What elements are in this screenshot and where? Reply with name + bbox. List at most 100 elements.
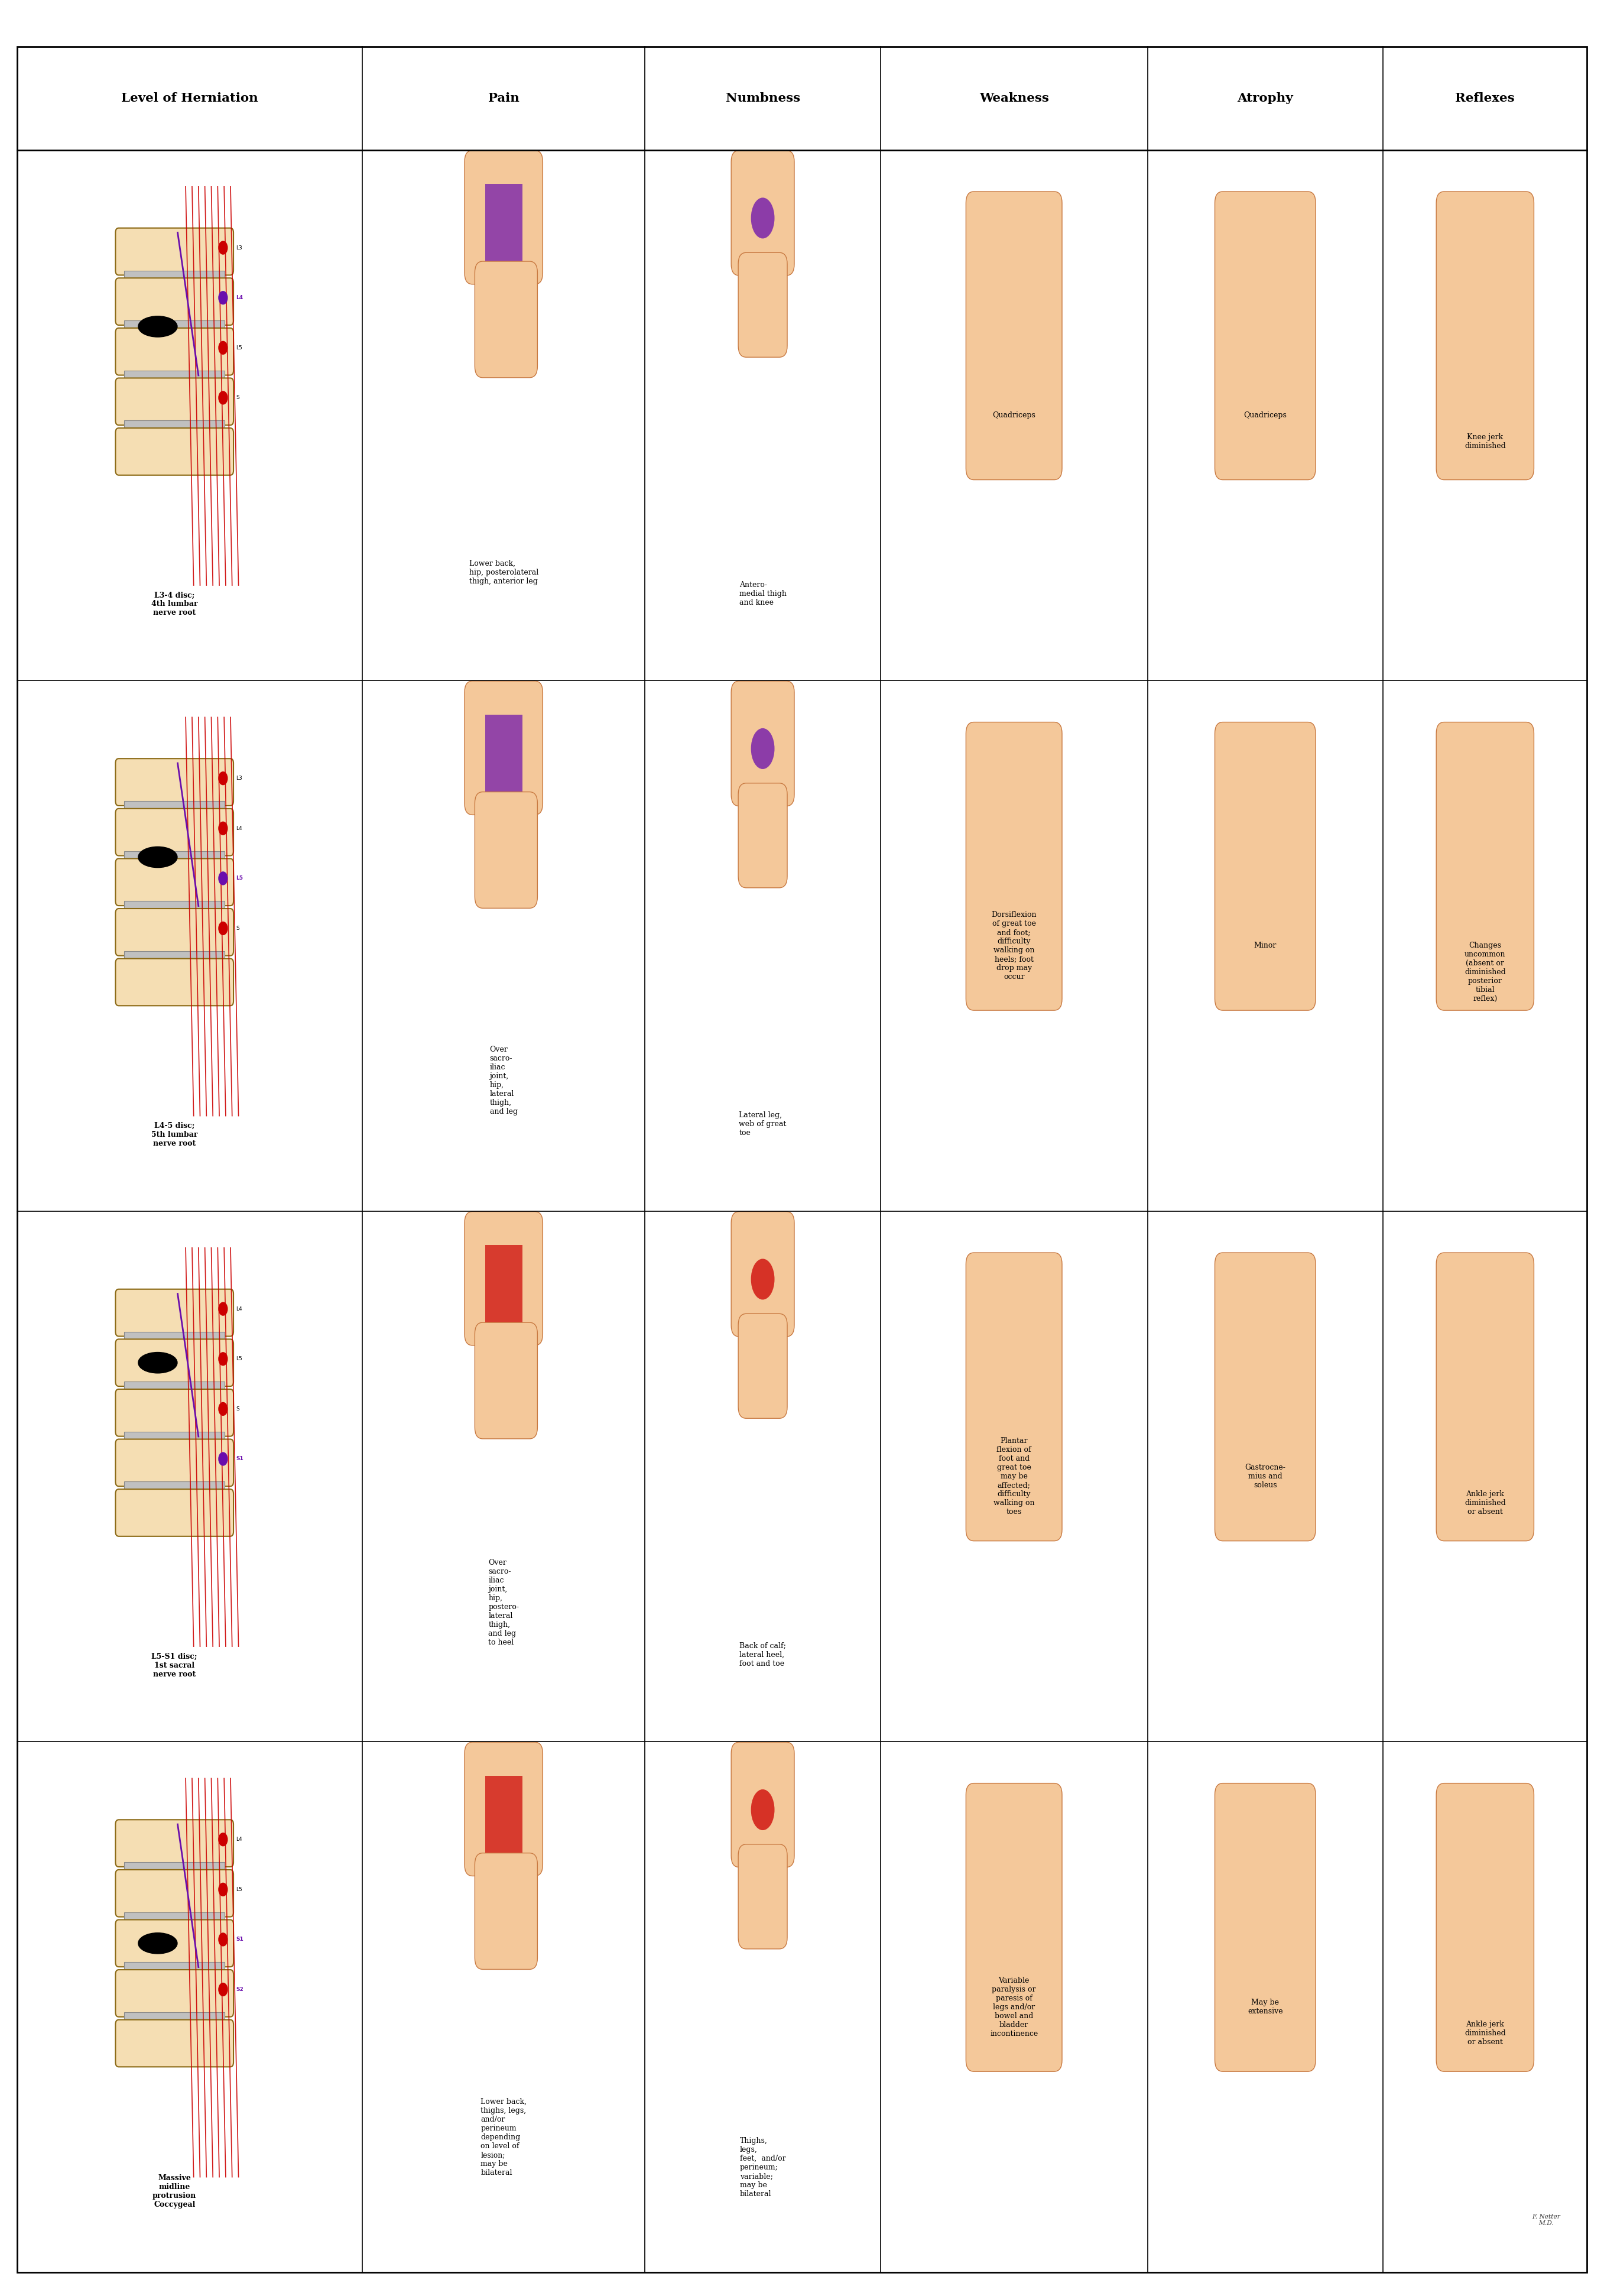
FancyBboxPatch shape bbox=[731, 1743, 794, 1867]
Text: Over
sacro-
iliac
joint,
hip,
lateral
thigh,
and leg: Over sacro- iliac joint, hip, lateral th… bbox=[489, 1047, 518, 1116]
Text: Ankle jerk
diminished
or absent: Ankle jerk diminished or absent bbox=[1464, 2020, 1506, 2046]
FancyBboxPatch shape bbox=[1436, 723, 1533, 1010]
FancyBboxPatch shape bbox=[1436, 1254, 1533, 1541]
Bar bbox=[124, 1913, 225, 1924]
FancyBboxPatch shape bbox=[1214, 1254, 1315, 1541]
Ellipse shape bbox=[138, 317, 178, 338]
Text: Reflexes: Reflexes bbox=[1455, 92, 1514, 103]
Text: Level of Herniation: Level of Herniation bbox=[120, 92, 258, 103]
FancyBboxPatch shape bbox=[115, 379, 234, 425]
FancyBboxPatch shape bbox=[1214, 191, 1315, 480]
FancyBboxPatch shape bbox=[731, 1212, 794, 1336]
Ellipse shape bbox=[218, 340, 228, 354]
Bar bbox=[484, 1775, 523, 1853]
Text: Pain: Pain bbox=[488, 92, 520, 103]
Ellipse shape bbox=[218, 292, 228, 305]
Ellipse shape bbox=[218, 1451, 228, 1465]
FancyBboxPatch shape bbox=[115, 2020, 234, 2066]
Text: Gastrocne-
mius and
soleus: Gastrocne- mius and soleus bbox=[1245, 1463, 1285, 1490]
FancyBboxPatch shape bbox=[115, 1490, 234, 1536]
Text: Lateral leg,
web of great
toe: Lateral leg, web of great toe bbox=[739, 1111, 786, 1137]
Text: Thighs,
legs,
feet,  and/or
perineum;
variable;
may be
bilateral: Thighs, legs, feet, and/or perineum; var… bbox=[739, 2138, 786, 2197]
FancyBboxPatch shape bbox=[475, 792, 537, 909]
Bar bbox=[124, 370, 225, 383]
FancyBboxPatch shape bbox=[115, 758, 234, 806]
Text: Plantar
flexion of
foot and
great toe
may be
affected;
difficulty
walking on
toe: Plantar flexion of foot and great toe ma… bbox=[993, 1437, 1035, 1515]
Bar bbox=[124, 900, 225, 914]
Text: L3: L3 bbox=[236, 246, 242, 250]
Bar bbox=[484, 714, 523, 792]
Text: F. Netter
M.D.: F. Netter M.D. bbox=[1532, 2213, 1561, 2227]
FancyBboxPatch shape bbox=[738, 1844, 788, 1949]
Text: Lower back,
thighs, legs,
and/or
perineum
depending
on level of
lesion;
may be
b: Lower back, thighs, legs, and/or perineu… bbox=[481, 2099, 526, 2177]
FancyBboxPatch shape bbox=[966, 191, 1062, 480]
Text: L5: L5 bbox=[236, 1357, 242, 1362]
Bar bbox=[124, 2011, 225, 2025]
FancyBboxPatch shape bbox=[115, 808, 234, 856]
Text: S: S bbox=[236, 395, 239, 400]
Bar bbox=[124, 420, 225, 432]
Ellipse shape bbox=[751, 728, 775, 769]
Text: L4: L4 bbox=[236, 1306, 242, 1311]
Ellipse shape bbox=[218, 1933, 228, 1947]
Text: L4: L4 bbox=[236, 1837, 242, 1841]
FancyBboxPatch shape bbox=[115, 278, 234, 326]
FancyBboxPatch shape bbox=[731, 682, 794, 806]
FancyBboxPatch shape bbox=[465, 1743, 542, 1876]
Ellipse shape bbox=[218, 921, 228, 934]
Bar bbox=[484, 1244, 523, 1322]
FancyBboxPatch shape bbox=[738, 253, 788, 358]
FancyBboxPatch shape bbox=[115, 1919, 234, 1968]
Text: Atrophy: Atrophy bbox=[1237, 92, 1293, 103]
Text: L4: L4 bbox=[236, 827, 242, 831]
Text: Weakness: Weakness bbox=[978, 92, 1049, 103]
Bar bbox=[124, 1862, 225, 1874]
Bar bbox=[124, 852, 225, 863]
Text: S1: S1 bbox=[236, 1456, 244, 1463]
FancyBboxPatch shape bbox=[475, 262, 537, 377]
Ellipse shape bbox=[218, 1984, 228, 1998]
Text: Variable
paralysis or
paresis of
legs and/or
bowel and
bladder
incontinence: Variable paralysis or paresis of legs an… bbox=[990, 1977, 1038, 2037]
FancyBboxPatch shape bbox=[115, 427, 234, 475]
FancyBboxPatch shape bbox=[115, 1288, 234, 1336]
FancyBboxPatch shape bbox=[1436, 191, 1533, 480]
Ellipse shape bbox=[218, 1883, 228, 1896]
FancyBboxPatch shape bbox=[115, 960, 234, 1006]
Text: Quadriceps: Quadriceps bbox=[993, 411, 1036, 420]
Text: S2: S2 bbox=[236, 1986, 244, 1993]
Text: L3-4 disc;
4th lumbar
nerve root: L3-4 disc; 4th lumbar nerve root bbox=[151, 592, 197, 618]
Ellipse shape bbox=[138, 1933, 178, 1954]
Text: S: S bbox=[236, 1405, 239, 1412]
FancyBboxPatch shape bbox=[1214, 1784, 1315, 2071]
Text: S1: S1 bbox=[236, 1938, 244, 1942]
FancyBboxPatch shape bbox=[115, 1339, 234, 1387]
Bar bbox=[124, 801, 225, 813]
Ellipse shape bbox=[218, 1302, 228, 1316]
Text: L5: L5 bbox=[236, 344, 242, 351]
FancyBboxPatch shape bbox=[115, 328, 234, 374]
Text: Knee jerk
diminished: Knee jerk diminished bbox=[1464, 434, 1506, 450]
Text: Minor: Minor bbox=[1254, 941, 1277, 951]
FancyBboxPatch shape bbox=[1214, 723, 1315, 1010]
FancyBboxPatch shape bbox=[115, 1440, 234, 1486]
FancyBboxPatch shape bbox=[966, 723, 1062, 1010]
FancyBboxPatch shape bbox=[731, 152, 794, 276]
Bar bbox=[484, 184, 523, 262]
Ellipse shape bbox=[751, 197, 775, 239]
Text: S: S bbox=[236, 925, 239, 930]
Text: Dorsiflexion
of great toe
and foot;
difficulty
walking on
heels; foot
drop may
o: Dorsiflexion of great toe and foot; diff… bbox=[991, 912, 1036, 980]
Bar bbox=[124, 1481, 225, 1495]
Ellipse shape bbox=[751, 1789, 775, 1830]
Text: May be
extensive: May be extensive bbox=[1248, 2000, 1283, 2016]
Bar bbox=[124, 271, 225, 282]
Bar bbox=[124, 951, 225, 964]
Ellipse shape bbox=[218, 771, 228, 785]
Text: L4: L4 bbox=[236, 296, 244, 301]
Ellipse shape bbox=[218, 872, 228, 886]
Text: L4-5 disc;
5th lumbar
nerve root: L4-5 disc; 5th lumbar nerve root bbox=[151, 1123, 197, 1148]
Ellipse shape bbox=[138, 847, 178, 868]
FancyBboxPatch shape bbox=[115, 859, 234, 905]
FancyBboxPatch shape bbox=[738, 783, 788, 889]
FancyBboxPatch shape bbox=[115, 1389, 234, 1437]
Text: Back of calf;
lateral heel,
foot and toe: Back of calf; lateral heel, foot and toe bbox=[739, 1642, 786, 1667]
